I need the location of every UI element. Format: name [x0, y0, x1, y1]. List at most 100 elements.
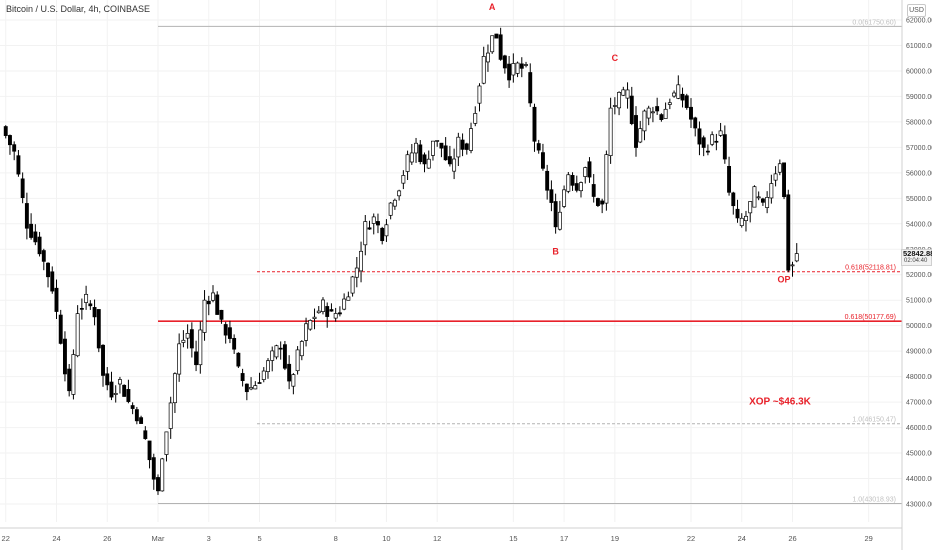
candle-body	[96, 309, 101, 349]
candle-body	[452, 158, 457, 172]
candle-body	[574, 183, 579, 191]
candle-body	[164, 431, 169, 455]
time-tick-label: 5	[257, 534, 261, 543]
grid	[0, 0, 902, 522]
candle-body	[701, 137, 706, 148]
candle-body	[105, 373, 110, 386]
candle-body	[718, 130, 723, 136]
pattern-annotations: A B C OP XOP ~$46.3K	[489, 2, 812, 408]
candle-body	[782, 162, 787, 198]
candle-body	[249, 387, 254, 390]
chart-title: Bitcoin / U.S. Dollar, 4h, COINBASE	[6, 4, 151, 14]
candle-body	[431, 140, 435, 156]
candle-body	[50, 271, 55, 292]
candle-body	[202, 299, 207, 333]
price-tick-label: 59000.00	[906, 94, 932, 101]
candle-body	[608, 107, 613, 156]
candle-body	[731, 192, 736, 207]
candle-body	[498, 34, 503, 60]
candle-body	[460, 139, 465, 150]
fib-level-label: 1.0(43018.93)	[852, 497, 896, 504]
candle-body	[12, 144, 17, 152]
candle-body	[79, 308, 84, 310]
candle-body	[557, 211, 562, 230]
candle-body	[756, 196, 761, 199]
candle-body	[274, 345, 279, 358]
candle-body	[642, 110, 647, 132]
candle-body	[354, 267, 359, 278]
candle-body	[312, 316, 317, 319]
currency-badge[interactable]: USD	[907, 4, 926, 17]
price-axis[interactable]: 43000.00 44000.00 45000.00 46000.00 47000.00…	[901, 0, 932, 550]
candle-body	[371, 216, 376, 224]
candle-body	[790, 264, 795, 267]
candle-body	[689, 106, 693, 120]
candle-body	[185, 333, 190, 339]
price-tick-label: 62000.00	[906, 18, 932, 25]
pattern-point-c: C	[612, 53, 619, 63]
last-price: 52842.88	[903, 249, 932, 258]
time-axis[interactable]: 222426Mar358101215171922242629Apr	[0, 527, 932, 543]
candle-body	[443, 145, 448, 161]
price-tick-label: 58000.00	[906, 119, 932, 126]
candle-body	[41, 250, 46, 262]
fib-level-label: 1.0(46150.47)	[852, 417, 896, 424]
price-tick-label: 44000.00	[906, 476, 932, 483]
candle-body	[3, 126, 8, 136]
time-tick-label: 15	[509, 534, 517, 543]
candle-body	[663, 108, 668, 119]
candle-body	[122, 384, 127, 397]
fib-level-label: 0.618(50177.69)	[845, 314, 896, 321]
candle-body	[257, 382, 262, 384]
pattern-point-a: A	[489, 2, 496, 12]
candle-body	[562, 189, 567, 207]
candle-body	[422, 154, 427, 165]
candle-body	[304, 323, 309, 341]
price-tick-label: 56000.00	[906, 170, 932, 177]
candle-body	[126, 389, 131, 402]
candle-body	[579, 182, 583, 192]
time-tick-label: 24	[738, 534, 746, 543]
candle-body	[667, 102, 672, 105]
price-tick-label: 51000.00	[906, 298, 932, 305]
candle-body	[727, 165, 732, 193]
candle-body	[625, 89, 630, 99]
bar-countdown: 02:04:40	[904, 258, 928, 264]
candle-body	[46, 262, 50, 278]
fib-level-label: 0.0(61750.60)	[852, 19, 896, 26]
candle-body	[456, 136, 461, 158]
time-tick-label: 12	[433, 534, 441, 543]
candle-body	[532, 106, 537, 142]
candle-body	[786, 194, 791, 271]
candle-body	[473, 113, 478, 124]
candle-body	[117, 379, 122, 385]
candle-body	[612, 105, 617, 107]
candle-body	[744, 215, 748, 222]
candle-body	[359, 250, 364, 272]
candle-body	[172, 373, 177, 404]
candle-body	[232, 337, 237, 350]
price-tick-label: 55000.00	[906, 196, 932, 203]
candle-body	[638, 128, 643, 143]
candle-body	[714, 140, 719, 143]
candle-body	[536, 143, 541, 151]
candle-body	[502, 55, 507, 69]
candle-body	[134, 409, 139, 422]
candle-body	[88, 303, 93, 307]
candle-body	[655, 106, 660, 112]
candle-body	[240, 373, 245, 382]
candle-body	[130, 405, 135, 409]
candle-body	[291, 374, 296, 387]
price-tick-label: 54000.00	[906, 221, 932, 228]
price-tick-label: 47000.00	[906, 400, 932, 407]
candle-body	[621, 89, 626, 96]
candle-body	[524, 64, 528, 66]
candle-body	[752, 186, 757, 208]
candle-body	[583, 167, 588, 177]
candle-body	[151, 457, 156, 480]
candle-body	[20, 178, 25, 198]
candle-body	[236, 352, 241, 367]
candle-body	[672, 92, 677, 97]
candle-body	[84, 293, 89, 303]
candle-body	[705, 150, 710, 153]
